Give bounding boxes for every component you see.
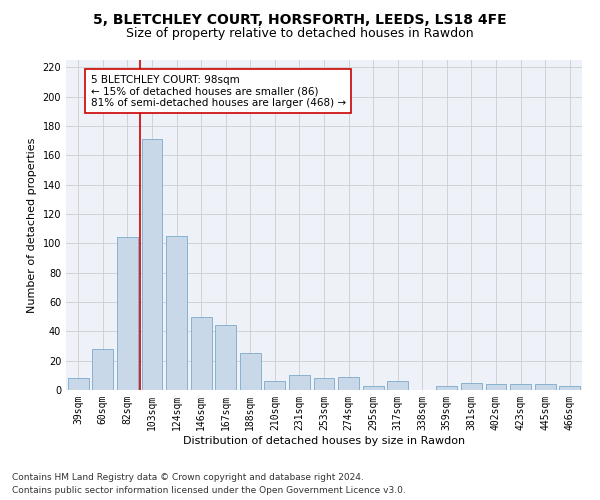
Bar [215, 326, 236, 390]
Bar [191, 316, 212, 390]
Bar [314, 378, 334, 390]
Text: Size of property relative to detached houses in Rawdon: Size of property relative to detached ho… [126, 28, 474, 40]
Bar [166, 236, 187, 390]
Text: Contains HM Land Registry data © Crown copyright and database right 2024.: Contains HM Land Registry data © Crown c… [12, 474, 364, 482]
Bar [338, 377, 359, 390]
Bar [485, 384, 506, 390]
Bar [117, 238, 138, 390]
Bar [559, 386, 580, 390]
Text: Contains public sector information licensed under the Open Government Licence v3: Contains public sector information licen… [12, 486, 406, 495]
Bar [535, 384, 556, 390]
Bar [289, 376, 310, 390]
Text: 5, BLETCHLEY COURT, HORSFORTH, LEEDS, LS18 4FE: 5, BLETCHLEY COURT, HORSFORTH, LEEDS, LS… [93, 12, 507, 26]
X-axis label: Distribution of detached houses by size in Rawdon: Distribution of detached houses by size … [183, 436, 465, 446]
Bar [436, 386, 457, 390]
Bar [510, 384, 531, 390]
Bar [92, 349, 113, 390]
Y-axis label: Number of detached properties: Number of detached properties [27, 138, 37, 312]
Bar [461, 382, 482, 390]
Bar [265, 381, 286, 390]
Text: 5 BLETCHLEY COURT: 98sqm
← 15% of detached houses are smaller (86)
81% of semi-d: 5 BLETCHLEY COURT: 98sqm ← 15% of detach… [91, 74, 346, 108]
Bar [68, 378, 89, 390]
Bar [142, 139, 163, 390]
Bar [362, 386, 383, 390]
Bar [387, 381, 408, 390]
Bar [240, 354, 261, 390]
